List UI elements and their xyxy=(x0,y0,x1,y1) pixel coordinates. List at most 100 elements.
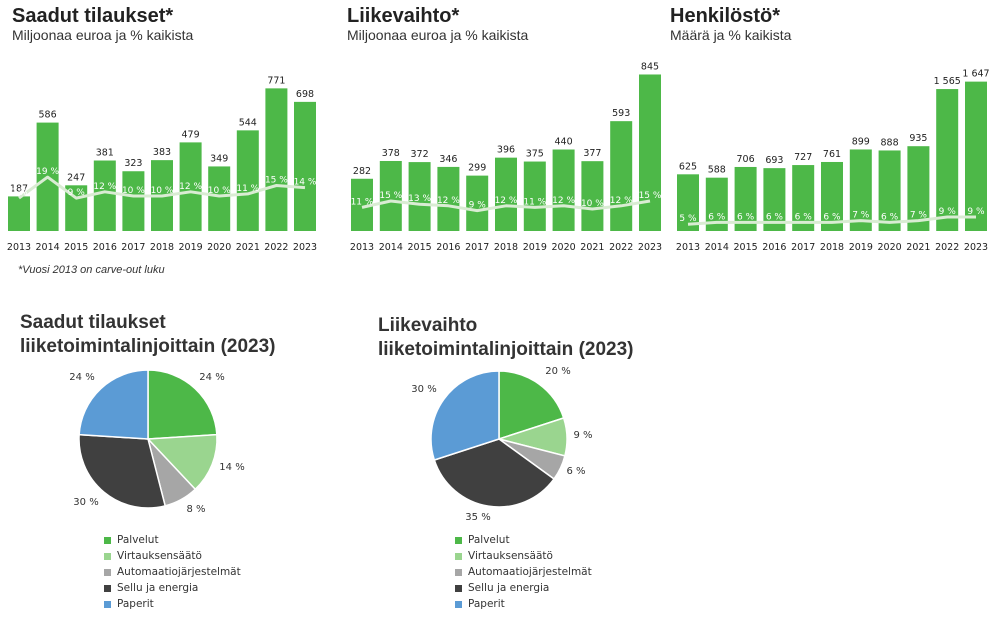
revenue-pie-slice-3 xyxy=(433,438,556,508)
orders-legend-item: Palvelut xyxy=(104,532,241,548)
staff-year-label: 2019 xyxy=(849,242,873,253)
staff-value-label: 935 xyxy=(909,133,927,144)
orders-legend-item: Automaatiojärjestelmät xyxy=(104,564,241,580)
orders-chart-title: Saadut tilaukset* xyxy=(12,5,174,27)
revenue-bar-2019 xyxy=(523,161,546,231)
revenue-pie-label: 6 % xyxy=(566,466,585,477)
orders-pct-label: 11 % xyxy=(236,184,259,194)
staff-pct-label: 5 % xyxy=(679,214,697,224)
orders-legend-label: Virtauksensäätö xyxy=(117,550,202,562)
revenue-value-label: 375 xyxy=(526,149,544,160)
revenue-pct-label: 13 % xyxy=(408,194,431,204)
orders-pct-label: 12 % xyxy=(93,182,116,192)
orders-legend-label: Sellu ja energia xyxy=(117,582,199,594)
staff-year-label: 2023 xyxy=(964,242,988,253)
staff-year-label: 2021 xyxy=(906,242,930,253)
orders-bar-2017 xyxy=(122,171,145,231)
revenue-legend-swatch xyxy=(455,536,462,544)
revenue-year-label: 2017 xyxy=(465,242,489,253)
revenue-value-label: 378 xyxy=(382,148,400,159)
orders-pct-label: 9 % xyxy=(10,188,28,198)
revenue-pie-chart: 20 % 9 % 6 % 35 % 30 % xyxy=(411,366,592,523)
staff-pct-label: 7 % xyxy=(910,211,928,221)
orders-legend-label: Automaatiojärjestelmät xyxy=(117,566,241,578)
staff-pct-label: 7 % xyxy=(852,211,870,221)
staff-bar-2014 xyxy=(705,177,728,231)
staff-year-label: 2016 xyxy=(762,242,786,253)
orders-value-label: 187 xyxy=(10,183,28,194)
revenue-pct-label: 11 % xyxy=(351,197,374,207)
orders-pie-label: 14 % xyxy=(219,462,244,473)
revenue-pct-label: 9 % xyxy=(469,201,487,211)
revenue-bar-2014 xyxy=(379,160,402,231)
revenue-bar-2023 xyxy=(639,74,661,231)
orders-legend-swatch xyxy=(104,568,111,576)
orders-pie-label: 24 % xyxy=(69,372,94,383)
orders-year-label: 2022 xyxy=(264,242,288,253)
staff-bar-2016 xyxy=(763,168,786,231)
orders-pie-legend: Palvelut Virtauksensäätö Automaatiojärjest… xyxy=(104,532,241,612)
revenue-pct-label: 15 % xyxy=(379,191,402,201)
orders-pct-line xyxy=(18,175,306,200)
revenue-bar-2015 xyxy=(408,162,431,231)
revenue-bar-2013 xyxy=(351,178,373,231)
staff-value-label: 727 xyxy=(794,152,812,163)
revenue-pct-label: 12 % xyxy=(437,196,460,206)
orders-year-label: 2018 xyxy=(150,242,174,253)
orders-pie-slice-0 xyxy=(147,369,218,440)
staff-bar-2023 xyxy=(965,81,987,231)
orders-pie-label: 30 % xyxy=(73,497,98,508)
staff-value-label: 693 xyxy=(765,155,783,166)
staff-value-label: 1 647 xyxy=(962,69,989,80)
orders-legend-label: Paperit xyxy=(117,598,154,610)
staff-value-label: 706 xyxy=(737,154,755,165)
revenue-bar-2018 xyxy=(495,157,517,231)
orders-pct-label: 15 % xyxy=(265,176,288,186)
revenue-bar-2020 xyxy=(552,149,575,231)
orders-pie-slice-1 xyxy=(146,433,218,491)
revenue-legend-item: Paperit xyxy=(455,596,592,612)
orders-pie-slice-3 xyxy=(78,433,167,509)
revenue-year-label: 2019 xyxy=(523,242,547,253)
revenue-year-label: 2021 xyxy=(580,242,604,253)
orders-pct-label: 9 % xyxy=(68,188,86,198)
orders-legend-item: Virtauksensäätö xyxy=(104,548,241,564)
staff-value-label: 899 xyxy=(852,136,870,147)
revenue-year-label: 2016 xyxy=(436,242,460,253)
orders-value-label: 381 xyxy=(96,148,114,159)
orders-pie-title-line1: Saadut tilaukset xyxy=(20,312,166,333)
orders-chart-subtitle: Miljoonaa euroa ja % kaikista xyxy=(12,27,194,43)
revenue-bar-2021 xyxy=(581,161,604,231)
orders-value-label: 247 xyxy=(67,172,85,183)
orders-value-label: 383 xyxy=(153,147,171,158)
orders-value-label: 771 xyxy=(267,75,285,86)
revenue-pie-slice-0 xyxy=(498,370,565,441)
orders-value-label: 349 xyxy=(210,153,228,164)
orders-pct-label: 10 % xyxy=(151,186,174,196)
revenue-year-label: 2015 xyxy=(408,242,432,253)
staff-value-label: 1 565 xyxy=(934,76,961,87)
orders-legend-swatch xyxy=(104,552,111,560)
staff-year-label: 2017 xyxy=(791,242,815,253)
revenue-legend-swatch xyxy=(455,568,462,576)
revenue-year-label: 2022 xyxy=(609,242,633,253)
staff-bar-2015 xyxy=(734,166,757,231)
staff-pct-label: 9 % xyxy=(939,207,957,217)
revenue-bar-2016 xyxy=(437,166,460,231)
revenue-value-label: 396 xyxy=(497,145,515,156)
revenue-pie-label: 35 % xyxy=(465,512,490,523)
orders-year-label: 2019 xyxy=(179,242,203,253)
orders-legend-item: Sellu ja energia xyxy=(104,580,241,596)
orders-bar-chart: 187 2013 586 2014 247 2015 381 2016 323 2017 383 20… xyxy=(0,0,330,260)
staff-value-label: 588 xyxy=(708,165,726,176)
staff-value-label: 761 xyxy=(823,149,841,160)
revenue-year-label: 2013 xyxy=(350,242,374,253)
orders-bar-2022 xyxy=(265,88,288,232)
orders-value-label: 479 xyxy=(182,129,200,140)
revenue-legend-item: Automaatiojärjestelmät xyxy=(455,564,592,580)
orders-bar-2020 xyxy=(208,166,231,231)
revenue-year-label: 2018 xyxy=(494,242,518,253)
staff-bar-2018 xyxy=(821,161,843,231)
staff-year-label: 2020 xyxy=(878,242,902,253)
revenue-pie-title: Liikevaihto liiketoimintalinjoittain (20… xyxy=(378,314,634,362)
